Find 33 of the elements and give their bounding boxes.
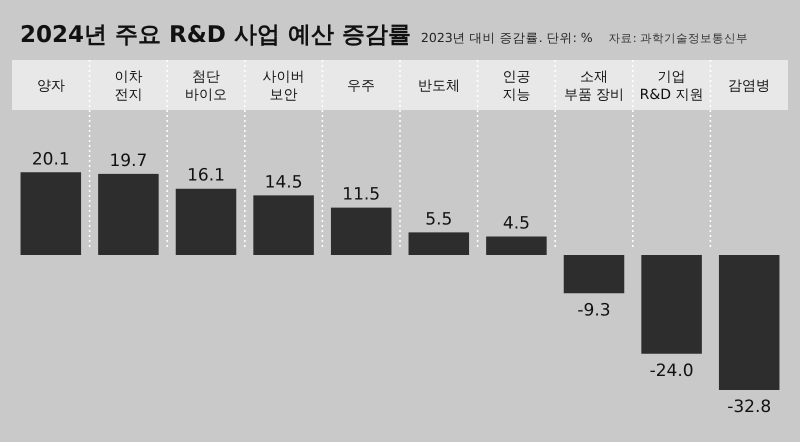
x-tick-label: 이차 전지 xyxy=(114,69,142,103)
data-label: 5.5 xyxy=(425,209,452,230)
bar xyxy=(176,188,236,255)
data-label: 11.5 xyxy=(342,184,380,205)
bar xyxy=(330,208,392,255)
bar xyxy=(718,255,780,390)
bar xyxy=(564,255,624,294)
x-tick-label: 기업 R&D 지원 xyxy=(640,69,704,103)
data-label: 4.5 xyxy=(502,213,530,234)
bar xyxy=(486,236,547,255)
bar xyxy=(98,174,159,255)
x-tick-label: 반도체 xyxy=(418,78,460,94)
chart-title: 2024년 주요 R&D 사업 예산 증감률 xyxy=(20,22,411,48)
data-label: 19.7 xyxy=(109,150,148,171)
x-tick-label: 우주 xyxy=(347,78,376,94)
data-label: 16.1 xyxy=(187,166,225,186)
data-label: -24.0 xyxy=(650,360,694,381)
bar xyxy=(641,255,702,354)
bar xyxy=(408,232,470,255)
data-label: -32.8 xyxy=(727,397,772,417)
bar xyxy=(20,172,82,255)
data-label: 14.5 xyxy=(264,172,303,192)
x-tick-label: 소재 부품 장비 xyxy=(564,69,624,103)
data-label: 20.1 xyxy=(32,149,70,170)
x-tick-label: 인공 지능 xyxy=(502,69,530,103)
text: 자료: 과학기술정보통신부 xyxy=(608,31,748,45)
x-tick-label: 감염병 xyxy=(728,78,770,94)
bar xyxy=(253,195,314,255)
data-label: -9.3 xyxy=(577,300,611,320)
chart-subtitle: 2023년 대비 증감률. 단위: % xyxy=(420,30,593,45)
x-tick-label: 사이버 보안 xyxy=(262,69,305,103)
x-tick-label: 첨단 바이오 xyxy=(185,69,227,103)
x-tick-label: 양자 xyxy=(36,78,65,94)
